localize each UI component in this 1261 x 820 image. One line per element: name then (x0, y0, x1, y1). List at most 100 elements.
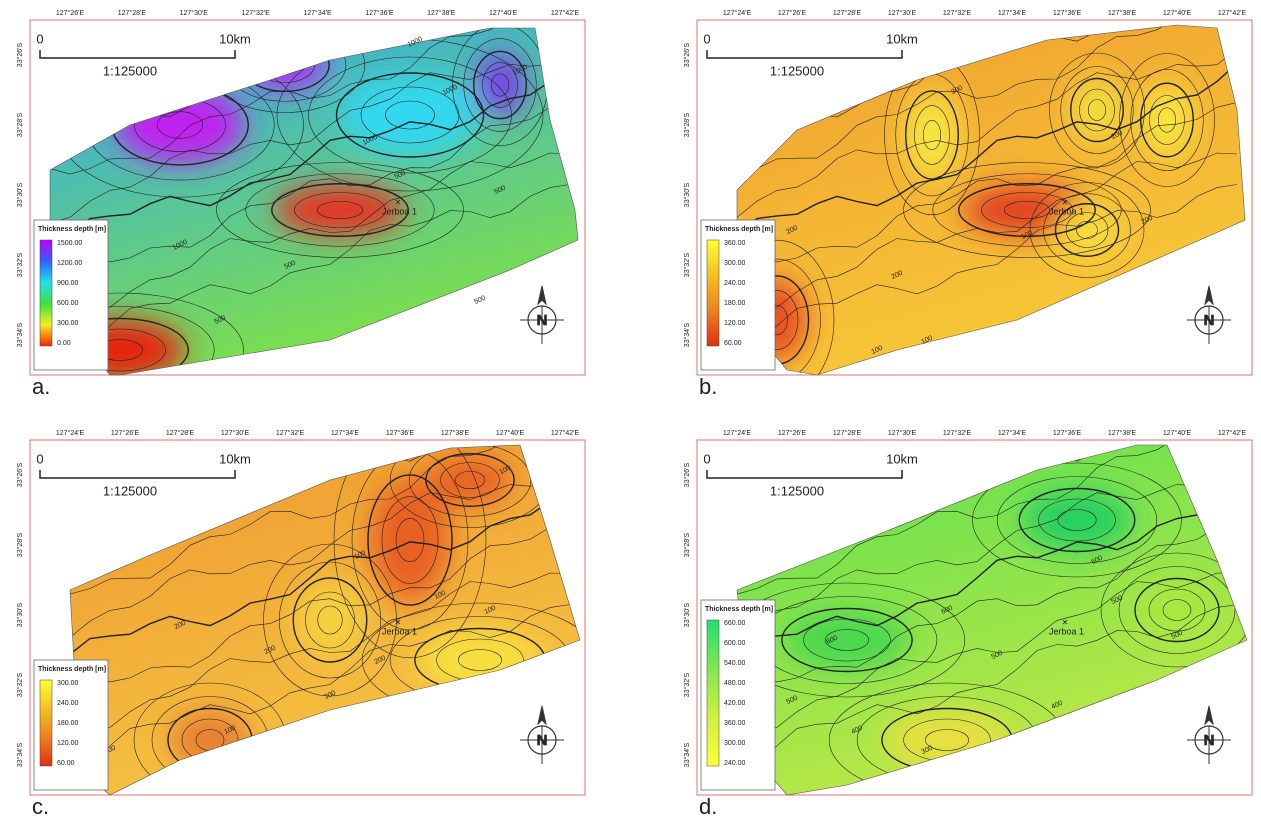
panel-letter: a. (32, 374, 50, 399)
contour-line (316, 200, 364, 220)
legend-title: Thickness depth [m] (38, 666, 106, 673)
scale-start: 0 (36, 31, 43, 46)
panel-letter: c. (32, 794, 49, 819)
longitude-label: 127°26'E (111, 429, 140, 437)
scale-ratio: 1:125000 (103, 483, 157, 498)
contour-line (1134, 577, 1220, 643)
legend-label: 240.00 (724, 280, 746, 287)
contour-label: 500 (1170, 630, 1184, 641)
map-frame (696, 439, 1253, 796)
longitude-label: 127°28'E (833, 9, 862, 17)
contour-line (1100, 552, 1247, 668)
contour-line (50, 28, 571, 175)
anomaly (370, 478, 450, 602)
contour-label: 200 (373, 655, 387, 666)
contour-line (156, 111, 204, 139)
contour-line (737, 572, 1238, 737)
contour-label: 100 (433, 590, 447, 601)
legend-label: 660.00 (724, 620, 746, 627)
longitude-label: 127°30'E (180, 9, 209, 17)
latitude-label: 33°26'S (16, 462, 24, 487)
legend-label: 1200.00 (57, 260, 82, 267)
contour-line (1148, 588, 1206, 632)
longitude-label: 127°26'E (56, 9, 85, 17)
contour-label: 200 (103, 745, 117, 756)
scale-line (39, 50, 236, 59)
contour-line (367, 474, 453, 606)
contour-line (50, 184, 571, 360)
latitude-label: 33°26'S (683, 42, 691, 67)
contour-label: 200 (950, 85, 964, 96)
panel-letter: d. (699, 794, 717, 819)
legend-label: 1500.00 (57, 240, 82, 247)
legend-label: 600.00 (57, 300, 79, 307)
contour-line (1087, 99, 1107, 121)
longitude-label: 127°34'E (331, 429, 360, 437)
contour-line (50, 48, 571, 224)
latitude-label: 33°34'S (16, 322, 24, 347)
latitude-label: 33°34'S (16, 742, 24, 767)
legend-title: Thickness depth [m] (38, 226, 106, 233)
map-frame (29, 19, 586, 376)
contour-line (70, 522, 571, 704)
survey-outline (736, 24, 1246, 376)
longitude-label: 127°36'E (365, 9, 394, 17)
legend-label: 900.00 (57, 280, 79, 287)
contour-line (463, 38, 537, 132)
contour-line (903, 162, 1151, 258)
contour-label: 300 (920, 745, 934, 756)
well-symbol: ✕ (395, 198, 402, 207)
longitude-label: 127°32'E (241, 9, 270, 17)
scale-line (706, 50, 903, 59)
scale-bar: 0 10km 1:125000 (703, 31, 918, 78)
legend-label: 240.00 (57, 700, 79, 707)
legend-label: 300.00 (724, 260, 746, 267)
scale-ratio: 1:125000 (103, 63, 157, 78)
contour-line (263, 543, 397, 697)
contour-line (996, 476, 1158, 564)
longitude-label: 127°42'E (1218, 9, 1247, 17)
contour-line (490, 73, 510, 97)
contour-label: 500 (213, 315, 227, 326)
contour-line (1043, 193, 1131, 267)
contour-line (914, 105, 950, 165)
contour-label: 100 (870, 345, 884, 356)
scale-bar: 0 10km 1:125000 (36, 31, 251, 78)
survey-outline (736, 444, 1248, 796)
map-frame (696, 19, 1253, 376)
legend-label: 120.00 (724, 320, 746, 327)
longitude-label: 127°30'E (888, 9, 917, 17)
contour-line (294, 192, 386, 228)
contour-line (381, 496, 439, 584)
contour-label: 400 (1050, 700, 1064, 711)
map-panel: 10001000100010005005005005001000500✕Jerb… (16, 9, 586, 399)
contour-label: 100 (353, 550, 367, 561)
contour-line (50, 152, 571, 317)
latitude-label: 33°30'S (16, 602, 24, 627)
contour-label: 200 (890, 270, 904, 281)
legend-label: 540.00 (724, 660, 746, 667)
legend-label: 300.00 (724, 740, 746, 747)
longitude-label: 127°38'E (1108, 9, 1137, 17)
scale-line (706, 470, 903, 479)
contour-line (292, 577, 368, 663)
contour-label: 400 (850, 725, 864, 736)
scale-bar: 0 10km 1:125000 (36, 451, 251, 498)
legend-label: 360.00 (724, 720, 746, 727)
contour-line (1157, 107, 1177, 133)
legend-label: 180.00 (724, 300, 746, 307)
latitude-label: 33°30'S (16, 182, 24, 207)
legend-label: 0.00 (57, 340, 71, 347)
contour-line (1070, 77, 1124, 143)
compass-needle (520, 285, 564, 344)
legend-label: 600.00 (724, 640, 746, 647)
contour-line (737, 102, 1238, 284)
contour-line (1049, 52, 1145, 168)
contour-line (473, 50, 527, 120)
contour-label: 200 (1140, 215, 1154, 226)
survey-outline (69, 444, 581, 796)
contour-line (1029, 182, 1145, 278)
contour-label: 600 (940, 605, 954, 616)
legend-color-bar (706, 619, 720, 767)
